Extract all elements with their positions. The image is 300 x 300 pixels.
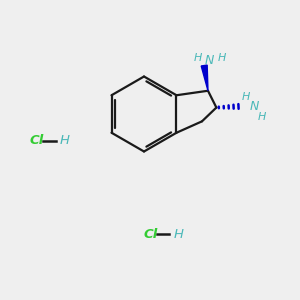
Text: N: N — [249, 100, 259, 112]
Text: H: H — [241, 92, 250, 102]
Text: H: H — [59, 134, 69, 148]
Text: Cl: Cl — [30, 134, 44, 148]
Text: H: H — [173, 227, 183, 241]
Text: N: N — [205, 54, 214, 67]
Text: H: H — [217, 53, 226, 63]
Text: H: H — [194, 53, 202, 63]
Text: Cl: Cl — [144, 227, 158, 241]
Text: H: H — [258, 112, 266, 122]
Polygon shape — [201, 65, 208, 91]
